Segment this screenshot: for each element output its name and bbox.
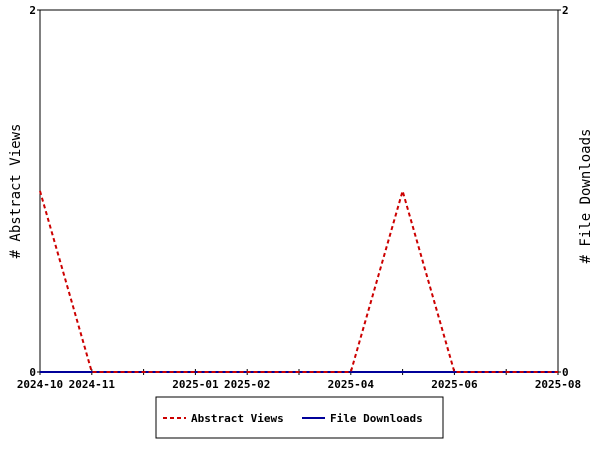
y-axis-title-left: # Abstract Views (8, 124, 24, 259)
x-tick-label: 2024-11 (69, 378, 116, 391)
x-tick-label: 2024-10 (17, 378, 63, 391)
y-tick-label-right: 2 (562, 4, 569, 17)
plot-area (39, 9, 559, 373)
x-tick-label: 2025-08 (535, 378, 581, 391)
legend-box (155, 396, 444, 439)
y-axis-title-right: # File Downloads (578, 129, 594, 264)
series-line-abstract-views (39, 187, 558, 373)
legend: Abstract Views File Downloads (155, 396, 444, 439)
y-tick-label-left: 2 (29, 4, 36, 17)
x-tick-label: 2025-06 (431, 378, 478, 391)
x-tick-label: 2025-04 (328, 378, 375, 391)
x-tick-label: 2025-01 (172, 378, 219, 391)
x-tick-label: 2025-02 (224, 378, 270, 391)
y-tick-label-left: 0 (29, 366, 36, 379)
legend-label-file-downloads: File Downloads (330, 412, 423, 425)
y-tick-label-right: 0 (562, 366, 569, 379)
legend-label-abstract-views: Abstract Views (191, 412, 284, 425)
